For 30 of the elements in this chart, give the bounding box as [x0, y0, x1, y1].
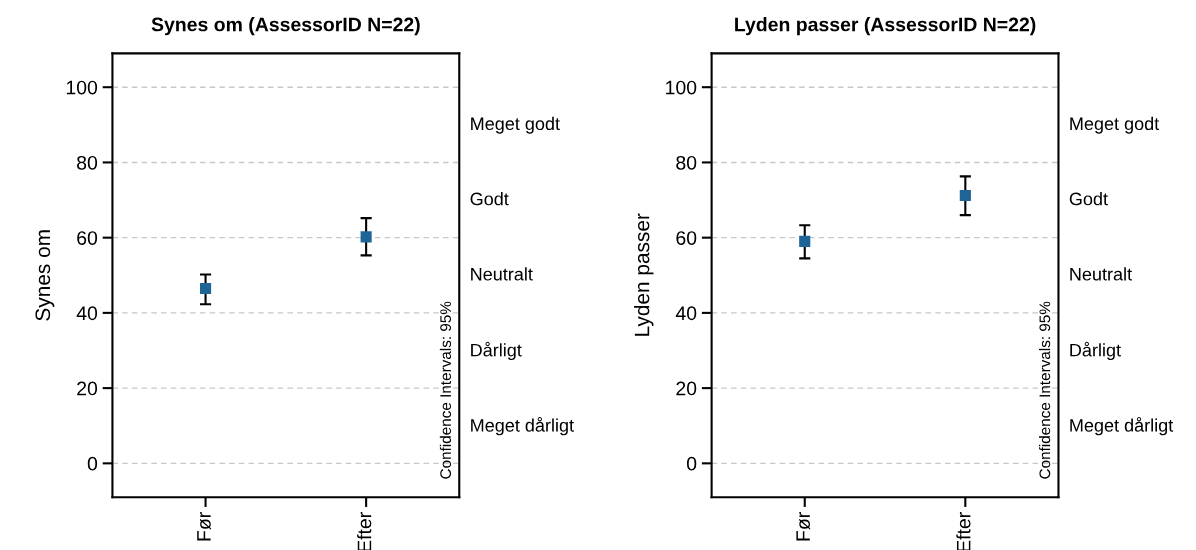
text: Godt — [1069, 192, 1108, 206]
y-tick-label: 0 — [686, 456, 697, 471]
text: Neutralt — [1070, 267, 1132, 281]
y-tick-label: 20 — [676, 381, 697, 396]
chart-title: Lyden passer (AssessorID N=22) — [735, 17, 1036, 36]
y-axis-title: Lyden passer — [634, 213, 654, 336]
y-tick-label: 80 — [77, 155, 98, 170]
y-axis-title: Synes om — [35, 230, 55, 321]
annotation: Confidence Intervals: 95% — [1039, 301, 1051, 479]
y-tick-label: 60 — [77, 231, 98, 245]
annotation: Confidence Intervals: 95% — [439, 301, 452, 479]
x-tick-label: Før — [197, 512, 211, 541]
text: Dårligt — [1070, 341, 1121, 361]
y-tick-label: 40 — [76, 306, 98, 321]
text: Meget dårligt — [1070, 417, 1174, 436]
y-tick-label: 0 — [87, 456, 98, 471]
text: Dårligt — [471, 341, 522, 361]
text: Meget godt — [1070, 116, 1160, 134]
text: Meget dårligt — [471, 417, 574, 436]
y-tick-label: 40 — [675, 306, 697, 321]
y-tick-label: 20 — [77, 381, 98, 396]
text: Godt — [470, 192, 509, 206]
text: Neutralt — [471, 267, 533, 281]
y-tick-label: 100 — [66, 80, 98, 95]
chart-title: Synes om (AssessorID N=22) — [151, 17, 420, 36]
y-tick-label: 100 — [666, 80, 697, 95]
y-tick-label: 80 — [676, 155, 697, 170]
text: Meget godt — [471, 116, 560, 134]
y-tick-label: 60 — [676, 231, 697, 245]
x-tick-label: Før — [796, 512, 811, 541]
